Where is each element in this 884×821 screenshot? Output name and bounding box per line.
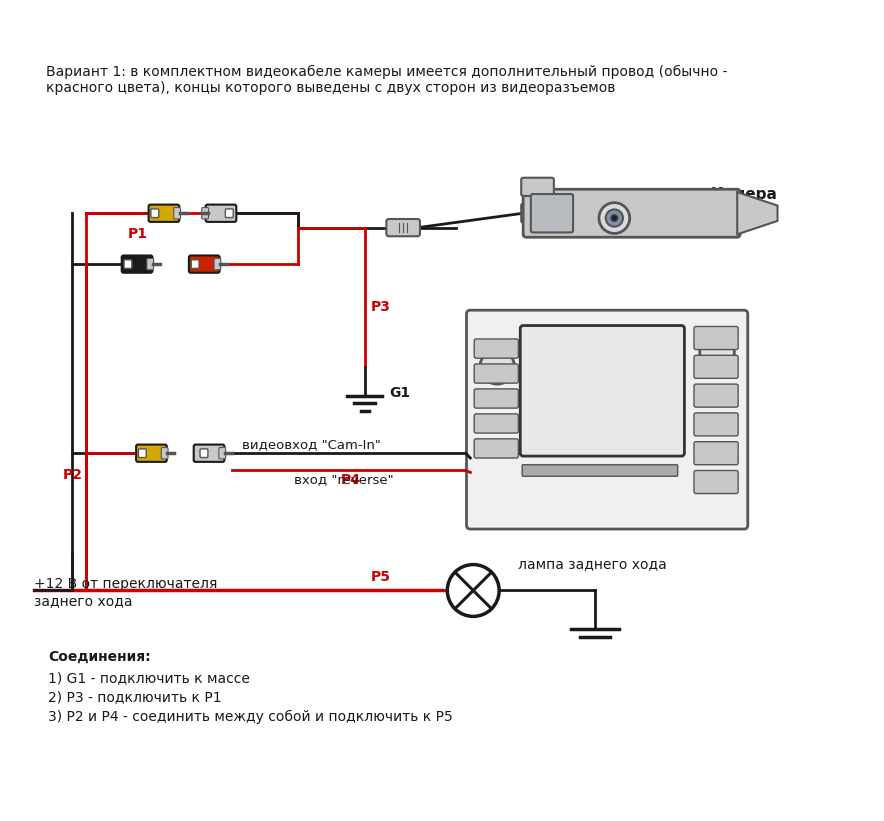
FancyBboxPatch shape bbox=[467, 310, 748, 529]
Polygon shape bbox=[737, 192, 778, 234]
Text: +12 В от переключателя: +12 В от переключателя bbox=[34, 577, 217, 591]
Circle shape bbox=[700, 335, 735, 369]
FancyBboxPatch shape bbox=[523, 190, 740, 237]
FancyBboxPatch shape bbox=[474, 364, 518, 383]
Text: Магнитола: Магнитола bbox=[554, 382, 650, 397]
FancyBboxPatch shape bbox=[124, 259, 132, 268]
Text: P3: P3 bbox=[370, 300, 391, 314]
FancyBboxPatch shape bbox=[474, 414, 518, 433]
FancyBboxPatch shape bbox=[122, 255, 152, 273]
Text: вход "reverse": вход "reverse" bbox=[294, 474, 394, 486]
FancyBboxPatch shape bbox=[189, 255, 219, 273]
Circle shape bbox=[599, 203, 629, 233]
Circle shape bbox=[611, 214, 618, 222]
FancyBboxPatch shape bbox=[174, 208, 180, 219]
FancyBboxPatch shape bbox=[522, 204, 552, 222]
FancyBboxPatch shape bbox=[521, 326, 684, 456]
FancyBboxPatch shape bbox=[206, 204, 236, 222]
Text: P1: P1 bbox=[127, 227, 148, 241]
FancyBboxPatch shape bbox=[694, 413, 738, 436]
FancyBboxPatch shape bbox=[694, 442, 738, 465]
FancyBboxPatch shape bbox=[694, 384, 738, 407]
FancyBboxPatch shape bbox=[147, 259, 154, 270]
FancyBboxPatch shape bbox=[694, 327, 738, 350]
FancyBboxPatch shape bbox=[214, 259, 221, 270]
FancyBboxPatch shape bbox=[522, 465, 678, 476]
Text: G1: G1 bbox=[389, 386, 410, 400]
Text: Камера: Камера bbox=[711, 187, 777, 202]
FancyBboxPatch shape bbox=[474, 438, 518, 458]
Text: P5: P5 bbox=[370, 571, 391, 585]
FancyBboxPatch shape bbox=[694, 470, 738, 493]
Text: красного цвета), концы которого выведены с двух сторон из видеоразъемов: красного цвета), концы которого выведены… bbox=[46, 80, 615, 94]
FancyBboxPatch shape bbox=[139, 449, 146, 457]
FancyBboxPatch shape bbox=[202, 208, 209, 219]
FancyBboxPatch shape bbox=[530, 194, 573, 232]
Text: Соединения:: Соединения: bbox=[48, 650, 150, 664]
Text: Вариант 1: в комплектном видеокабеле камеры имеется дополнительный провод (обычн: Вариант 1: в комплектном видеокабеле кам… bbox=[46, 65, 728, 79]
FancyBboxPatch shape bbox=[474, 339, 518, 358]
Circle shape bbox=[447, 565, 499, 617]
FancyBboxPatch shape bbox=[219, 447, 225, 459]
FancyBboxPatch shape bbox=[694, 355, 738, 378]
FancyBboxPatch shape bbox=[200, 449, 208, 457]
FancyBboxPatch shape bbox=[136, 445, 167, 462]
Text: P2: P2 bbox=[63, 468, 82, 482]
FancyBboxPatch shape bbox=[225, 209, 233, 218]
Text: 1) G1 - подключить к массе: 1) G1 - подключить к массе bbox=[48, 671, 250, 685]
FancyBboxPatch shape bbox=[161, 447, 168, 459]
FancyBboxPatch shape bbox=[151, 209, 159, 218]
FancyBboxPatch shape bbox=[194, 445, 225, 462]
Text: 3) Р2 и Р4 - соединить между собой и подключить к Р5: 3) Р2 и Р4 - соединить между собой и под… bbox=[48, 709, 453, 723]
FancyBboxPatch shape bbox=[386, 219, 420, 236]
FancyBboxPatch shape bbox=[191, 259, 199, 268]
Text: лампа заднего хода: лампа заднего хода bbox=[518, 557, 667, 571]
Text: 2) Р3 - подключить к Р1: 2) Р3 - подключить к Р1 bbox=[48, 690, 222, 704]
Circle shape bbox=[606, 209, 623, 227]
Text: P4: P4 bbox=[340, 474, 361, 488]
FancyBboxPatch shape bbox=[149, 204, 179, 222]
Text: видеовход "Cam-In": видеовход "Cam-In" bbox=[241, 438, 380, 451]
FancyBboxPatch shape bbox=[522, 177, 554, 196]
FancyBboxPatch shape bbox=[474, 389, 518, 408]
Circle shape bbox=[480, 350, 514, 384]
Text: заднего хода: заднего хода bbox=[34, 594, 132, 608]
